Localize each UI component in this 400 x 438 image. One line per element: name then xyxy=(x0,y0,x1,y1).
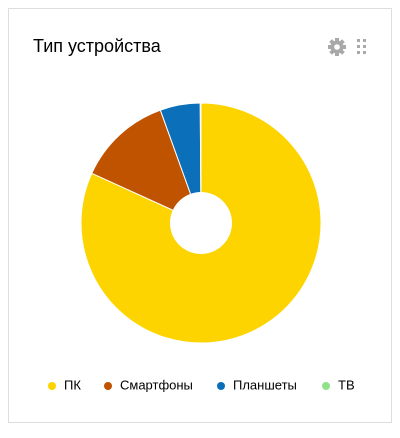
donut-hole xyxy=(170,192,232,254)
settings-icon[interactable] xyxy=(328,38,346,56)
pie xyxy=(80,102,322,344)
legend-label: Смартфоны xyxy=(120,377,193,392)
legend-label: ТВ xyxy=(338,377,355,392)
widget-title: Тип устройства xyxy=(33,36,162,56)
legend-marker xyxy=(322,382,330,390)
legend: ПК Смартфоны Планшеты ТВ xyxy=(48,377,355,392)
legend-label: Планшеты xyxy=(233,377,297,392)
drag-handle[interactable] xyxy=(357,39,366,54)
legend-marker xyxy=(104,382,112,390)
pie-slice xyxy=(199,102,202,224)
pie-slice xyxy=(91,109,202,224)
legend-label: ПК xyxy=(64,377,81,392)
gear-hole xyxy=(334,44,340,50)
legend-marker xyxy=(48,382,56,390)
legend-marker xyxy=(217,382,225,390)
